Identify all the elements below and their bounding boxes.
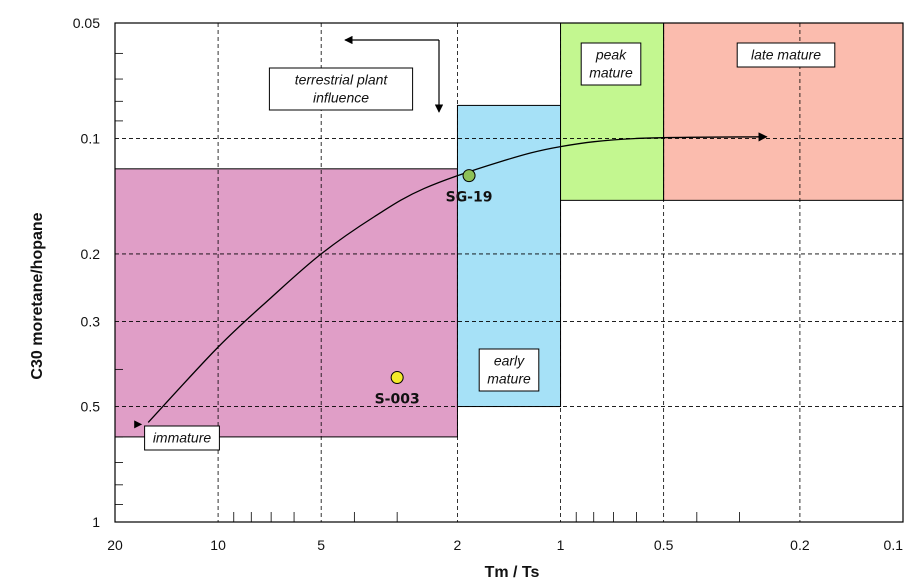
x-tick-label: 1 <box>557 537 565 553</box>
zone-immature-rect <box>114 168 458 438</box>
x-tick-label: 0.1 <box>884 537 904 553</box>
trend-start-marker <box>134 420 143 429</box>
data-point-s-003 <box>390 371 404 385</box>
trend-curve-layer <box>134 35 768 429</box>
grid-layer <box>114 22 904 523</box>
zone-label-early-mature-text: mature <box>487 371 531 387</box>
y-tick-label: 0.1 <box>81 130 101 146</box>
zone-label-late-mature-box <box>736 42 836 68</box>
y-tick-label: 0.5 <box>81 399 101 415</box>
y-tick-label: 1 <box>92 514 100 530</box>
x-tick-label: 5 <box>317 537 325 553</box>
x-tick-label: 0.2 <box>790 537 810 553</box>
maturity-trend-curve <box>147 132 768 423</box>
data-point-label-sg-19: SG-19 <box>446 190 493 206</box>
zones-layer <box>114 22 904 438</box>
y-tick-label: 0.05 <box>73 15 100 31</box>
zone-label-late-mature-text: late mature <box>751 47 821 63</box>
y-tick-label: 0.3 <box>81 313 101 329</box>
y-axis-title: C30 moretane/hopane <box>29 212 46 379</box>
data-point-sg-19 <box>462 169 476 183</box>
zone-label-early-mature-text: early <box>494 353 525 369</box>
zone-labels-layer: immature early mature peak mature late mature… <box>144 42 836 451</box>
points-layer: SG-19 S-003 <box>375 169 493 408</box>
zone-label-peak-mature-text: mature <box>589 65 633 81</box>
x-tick-label: 20 <box>107 537 123 553</box>
zone-label-peak-mature-box <box>580 42 642 86</box>
x-tick-label: 2 <box>454 537 462 553</box>
zone-label-immature-box <box>144 425 220 451</box>
annotation-terrestrial-plant-influence-text: influence <box>313 90 369 106</box>
annotation-terrestrial-plant-influence-text: terrestrial plant <box>295 72 389 88</box>
zone-label-immature-text: immature <box>153 430 212 446</box>
plot-frame <box>114 22 904 523</box>
zone-label-peak-mature-text: peak <box>595 47 627 63</box>
y-tick-label: 0.2 <box>81 246 101 262</box>
x-axis-title: Tm / Ts <box>485 564 540 581</box>
annotation-terrestrial-plant-influence-box <box>268 67 414 111</box>
x-tick-label: 0.5 <box>654 537 674 553</box>
data-point-label-s-003: S-003 <box>375 392 420 408</box>
tick-labels-layer: 20 10 5 2 1 0.5 0.2 0.1 0.05 0.1 0.2 0.3 0.5 1 <box>73 15 903 553</box>
x-tick-label: 10 <box>210 537 226 553</box>
zone-label-early-mature-box <box>478 348 540 392</box>
